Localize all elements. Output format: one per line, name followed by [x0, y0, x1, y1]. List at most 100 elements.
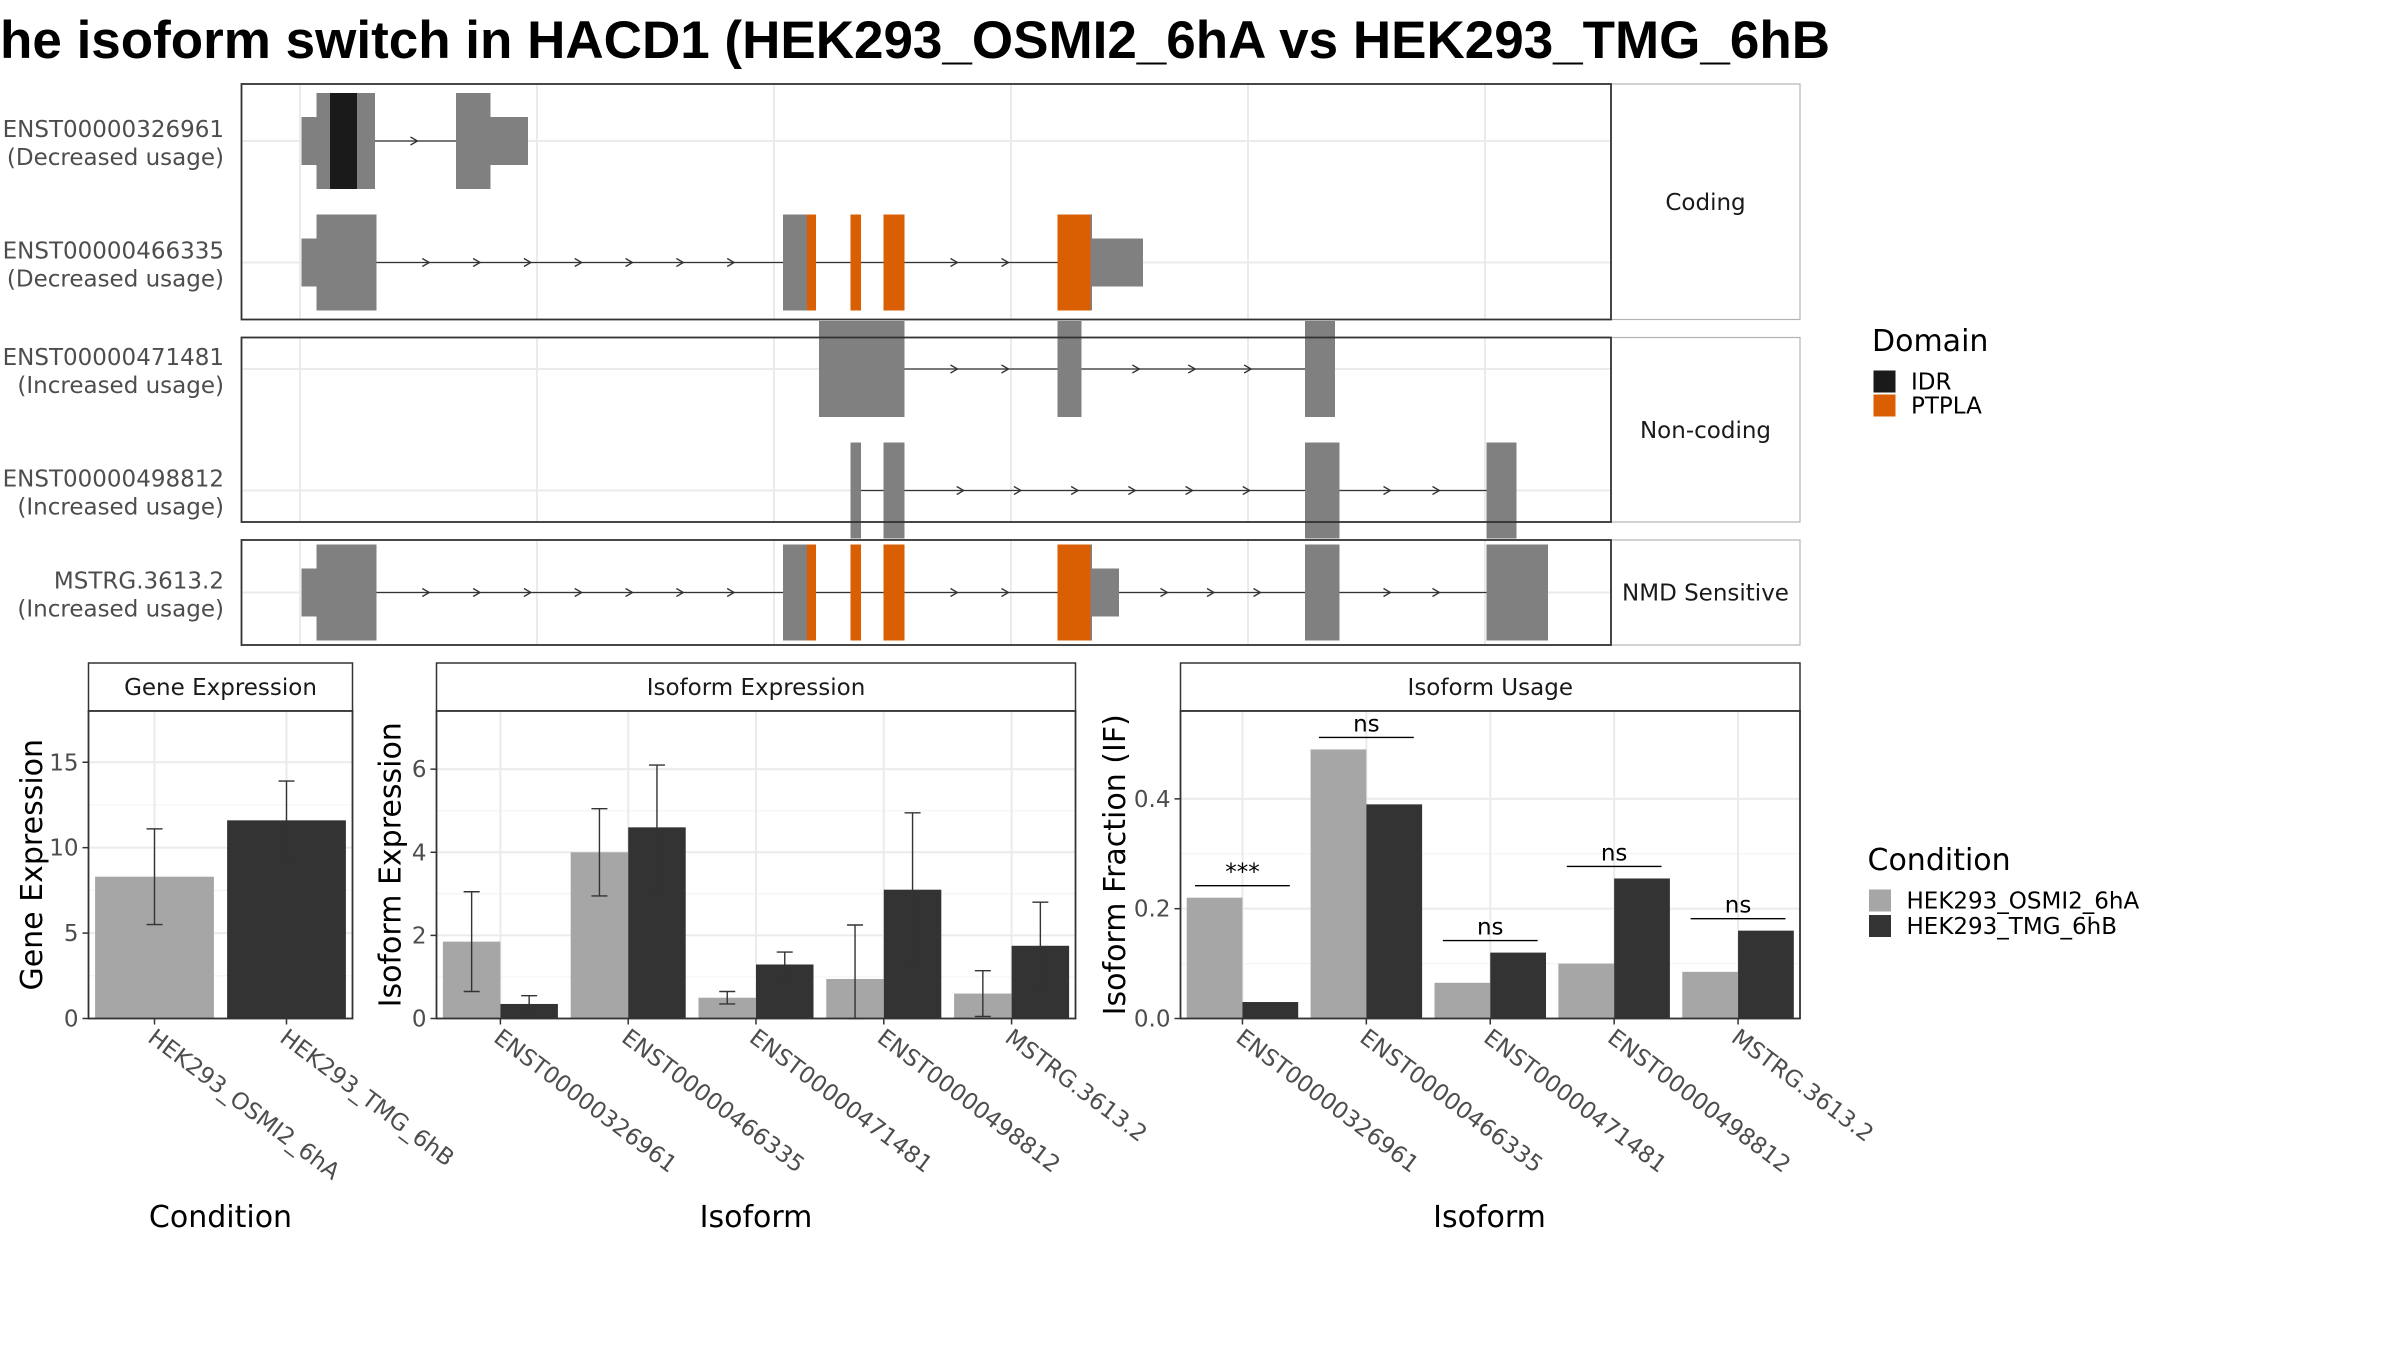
intron-arrow	[1128, 485, 1137, 496]
intron-arrow	[1383, 587, 1392, 598]
bar	[1738, 930, 1794, 1019]
intron-arrow	[1013, 485, 1023, 496]
transcript-panel-bg	[241, 337, 1611, 522]
domain-ptpla-block	[850, 214, 861, 311]
exon-block	[1057, 321, 1082, 417]
exon-block	[1305, 442, 1340, 539]
bar	[1186, 897, 1243, 1019]
transcript-panel-bg	[241, 84, 1611, 320]
intron-arrow	[676, 257, 685, 268]
intron-arrow	[726, 257, 736, 268]
bar	[1366, 804, 1423, 1019]
transcript-usage-label: (Increased usage)	[17, 495, 224, 521]
condition-legend-key	[1869, 889, 1891, 912]
exon-block	[1305, 544, 1340, 641]
figure-title: he isoform switch in HACD1 (HEK293_OSMI2…	[0, 11, 1830, 70]
exon-block	[301, 568, 317, 617]
exon-block	[316, 214, 377, 311]
bar	[1242, 1002, 1299, 1019]
domain-legend-label: PTPLA	[1911, 394, 1982, 420]
x-axis-title: Isoform	[700, 1200, 813, 1235]
transcript-panel-border	[240, 336, 1612, 523]
facet-strip	[1610, 336, 1801, 523]
exon-block	[301, 238, 317, 287]
intron-arrow	[1185, 485, 1194, 496]
y-tick-label: 0.0	[1134, 1007, 1171, 1033]
intron-arrow	[1432, 485, 1441, 496]
significance-label: ns	[1725, 893, 1752, 919]
significance-label: ***	[1225, 860, 1260, 886]
exon-block	[883, 442, 905, 539]
intron-arrow	[956, 485, 966, 496]
transcript-id-label: ENST00000498812	[3, 467, 224, 493]
facet-strip-label: Coding	[1665, 190, 1745, 216]
intron-arrow	[1160, 587, 1169, 598]
transcript-usage-label: (Decreased usage)	[7, 145, 224, 171]
intron-arrow	[1187, 364, 1197, 374]
domain-ptpla-block	[1057, 544, 1091, 641]
exon-block	[1486, 442, 1517, 539]
intron-arrow	[421, 587, 431, 598]
significance-label: ns	[1477, 915, 1504, 941]
domain-ptpla-block	[1057, 214, 1091, 311]
domain-ptpla-block	[807, 544, 816, 641]
y-tick-label: 4	[412, 840, 427, 866]
bar	[1310, 749, 1367, 1019]
condition-legend-key	[1869, 915, 1891, 937]
exon-block	[1486, 544, 1548, 641]
y-tick-label: 15	[49, 750, 78, 776]
domain-legend-key	[1873, 394, 1896, 417]
y-tick-label: 2	[412, 923, 427, 949]
intron-arrow	[472, 587, 482, 598]
bar	[1558, 963, 1615, 1019]
bar	[1682, 971, 1739, 1019]
domain-idr-block	[330, 93, 357, 189]
domain-ptpla-block	[807, 214, 816, 311]
y-tick-label: 0	[412, 1007, 427, 1033]
y-axis-title: Gene Expression	[15, 739, 50, 991]
y-tick-label: 5	[64, 921, 79, 947]
intron-arrow	[1383, 485, 1392, 496]
intron-arrow	[1001, 257, 1010, 268]
intron-arrow	[676, 587, 685, 598]
intron-arrow	[1243, 364, 1253, 374]
intron-arrow	[472, 257, 482, 268]
panel-border	[87, 710, 354, 1020]
intron-arrow	[574, 257, 584, 268]
condition-legend-label: HEK293_OSMI2_6hA	[1907, 889, 2140, 915]
bar	[1434, 982, 1491, 1019]
exon-block	[1092, 238, 1143, 287]
intron-arrow	[950, 364, 959, 374]
significance-label: ns	[1353, 711, 1380, 737]
bar	[1614, 878, 1670, 1019]
domain-ptpla-block	[883, 214, 905, 311]
significance-label: ns	[1601, 840, 1628, 866]
bar	[1490, 952, 1547, 1019]
y-axis-title: Isoform Fraction (IF)	[1098, 714, 1133, 1015]
condition-legend-label: HEK293_TMG_6hB	[1907, 914, 2118, 940]
transcript-id-label: ENST00000326961	[3, 117, 224, 143]
panel-strip	[1179, 662, 1801, 712]
transcript-id-label: ENST00000466335	[3, 239, 224, 265]
intron-arrow	[523, 257, 533, 268]
x-axis-title: Condition	[149, 1200, 292, 1235]
intron-arrow	[1253, 587, 1262, 598]
intron-arrow	[410, 136, 419, 146]
intron-arrow	[523, 587, 533, 598]
transcript-panel-border	[240, 83, 1612, 321]
y-axis-title: Isoform Expression	[374, 722, 409, 1007]
intron-arrow	[421, 257, 431, 268]
panel-title: Isoform Usage	[1408, 675, 1573, 701]
facet-strip-label: NMD Sensitive	[1622, 581, 1789, 607]
bar-chart-panels: Gene Expression051015HEK293_OSMI2_6hAHEK…	[15, 662, 1878, 1235]
transcript-usage-label: (Decreased usage)	[7, 267, 224, 293]
panel-title: Isoform Expression	[647, 675, 866, 701]
intron-arrow	[950, 587, 959, 598]
exon-block	[819, 321, 905, 417]
intron-arrow	[1001, 364, 1010, 374]
y-tick-label: 6	[412, 757, 427, 783]
condition-legend-title: Condition	[1868, 843, 2011, 878]
